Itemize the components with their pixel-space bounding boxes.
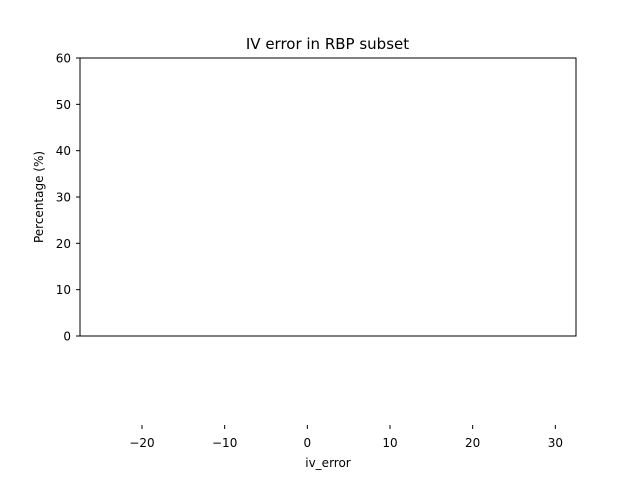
x-tick-label: 10: [382, 436, 397, 450]
x-tick-label: −20: [129, 436, 154, 450]
y-axis: 0 10 20 30 40 50 60: [56, 52, 80, 344]
chart-title: IV error in RBP subset: [246, 35, 409, 53]
x-tick-label: 0: [304, 436, 312, 450]
x-tick-label: 20: [465, 436, 480, 450]
x-tick-label: −10: [212, 436, 237, 450]
y-axis-label: Percentage (%): [32, 151, 46, 243]
y-tick-label: 50: [56, 98, 71, 112]
x-axis: −20 −10 0 10 20 30: [129, 425, 563, 450]
y-tick-label: 0: [63, 330, 71, 344]
x-axis-label: iv_error: [305, 456, 351, 470]
x-tick-label: 30: [548, 436, 563, 450]
y-tick-label: 10: [56, 283, 71, 297]
y-tick-label: 60: [56, 52, 71, 66]
y-tick-label: 20: [56, 237, 71, 251]
y-tick-label: 30: [56, 191, 71, 205]
y-tick-label: 40: [56, 144, 71, 158]
